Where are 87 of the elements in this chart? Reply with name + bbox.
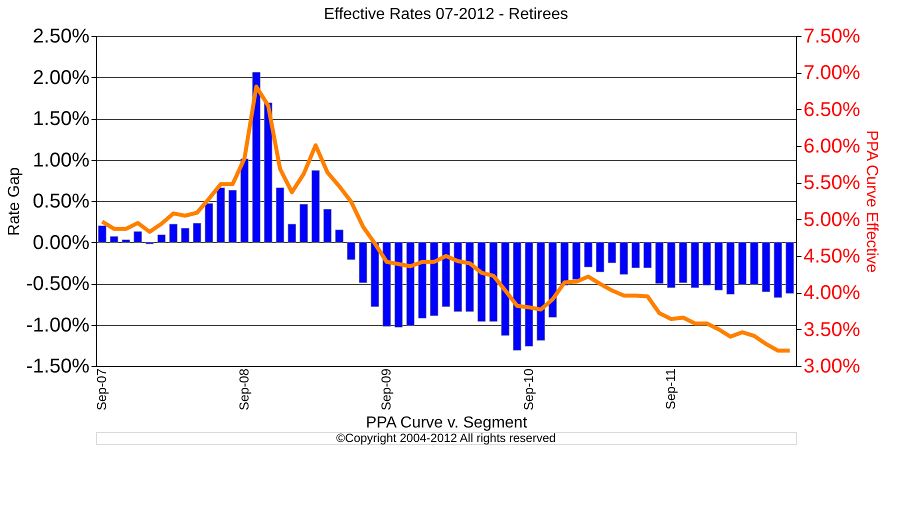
- bar: [394, 242, 403, 328]
- bar: [300, 204, 308, 242]
- y2-tick-label: 7.00%: [804, 62, 860, 84]
- bar: [513, 242, 522, 351]
- bar: [786, 242, 794, 294]
- y-tick-label: -1.50%: [26, 356, 90, 378]
- bar: [382, 242, 391, 327]
- bar: [714, 242, 723, 290]
- x-tick-label: Sep-10: [520, 368, 536, 410]
- y-tick-label: 0.00%: [32, 232, 90, 254]
- bar: [726, 242, 735, 294]
- y-tick-label: 2.00%: [32, 66, 90, 89]
- bar: [608, 242, 616, 264]
- bar: [667, 242, 676, 288]
- bar: [276, 188, 284, 242]
- y2-tick-label: 5.00%: [804, 208, 860, 231]
- bar: [418, 242, 426, 318]
- x-tick-label: Sep-09: [378, 368, 394, 410]
- bar: [442, 242, 450, 307]
- bar: [312, 170, 320, 242]
- y2-tick-label: 3.50%: [804, 318, 860, 341]
- y2-tick-label: 6.50%: [804, 98, 860, 121]
- bar: [406, 242, 415, 326]
- chart-title: Effective Rates 07-2012 - Retirees: [324, 6, 568, 23]
- bar: [192, 223, 202, 242]
- y2-tick-label: 5.50%: [804, 172, 860, 194]
- bar: [204, 203, 214, 242]
- bar: [690, 242, 700, 288]
- bar: [228, 190, 237, 242]
- bar: [774, 242, 782, 298]
- x-tick-label: Sep-08: [236, 368, 252, 410]
- bar: [323, 209, 332, 242]
- bar: [430, 242, 438, 316]
- bar: [536, 242, 545, 341]
- bar: [264, 102, 272, 242]
- y-tick-label: -1.00%: [26, 314, 90, 336]
- bar: [335, 230, 344, 242]
- x-tick-label: Sep-07: [94, 368, 110, 410]
- y-tick-label: 2.50%: [32, 26, 90, 48]
- bar: [216, 188, 225, 242]
- bar: [157, 234, 166, 242]
- bar: [643, 242, 652, 268]
- y2-tick-label: 3.00%: [804, 356, 860, 378]
- line-series: [100, 84, 792, 353]
- bar: [738, 242, 746, 285]
- bar: [596, 242, 604, 272]
- text: ©Copyright 2004-2012 All rights reserved: [336, 431, 556, 445]
- bar: [347, 242, 356, 260]
- bar: [489, 242, 498, 322]
- bar: [750, 242, 758, 285]
- bar: [572, 242, 580, 280]
- bar: [620, 242, 628, 275]
- bar: [466, 242, 474, 312]
- y2-tick-label: 7.50%: [804, 26, 860, 48]
- y-axis-title: Rate Gap: [6, 167, 24, 236]
- bar: [524, 242, 534, 346]
- bar: [288, 224, 296, 242]
- bar: [169, 224, 178, 242]
- bar: [477, 242, 486, 322]
- bar: [762, 242, 770, 292]
- y-tick-label: 0.50%: [32, 190, 90, 212]
- bar: [655, 242, 664, 284]
- y-tick-label: 1.00%: [32, 149, 90, 172]
- y2-tick-label: 6.00%: [804, 136, 860, 158]
- x-tick-label: Sep-11: [663, 368, 678, 410]
- y-tick-label: -0.50%: [26, 273, 90, 295]
- bar: [454, 242, 462, 312]
- y2-tick-label: 4.00%: [804, 282, 860, 304]
- bar: [122, 240, 130, 242]
- bar: [370, 242, 379, 307]
- bar: [501, 242, 510, 336]
- bar: [181, 228, 190, 242]
- bar: [548, 242, 557, 318]
- y-tick-label: 1.50%: [32, 108, 90, 130]
- bar: [98, 226, 106, 242]
- bar: [358, 242, 368, 283]
- bar: [702, 242, 711, 286]
- y2-axis-title: PPA Curve Effective: [863, 130, 880, 273]
- bar: [110, 236, 118, 242]
- bar: [584, 242, 592, 268]
- bar: [252, 72, 260, 242]
- bar: [240, 158, 249, 242]
- y2-tick-label: 4.50%: [804, 246, 860, 268]
- x-axis-title: PPA Curve v. Segment: [366, 414, 528, 432]
- bar: [632, 242, 640, 268]
- bar: [134, 231, 142, 242]
- bar: [678, 242, 688, 283]
